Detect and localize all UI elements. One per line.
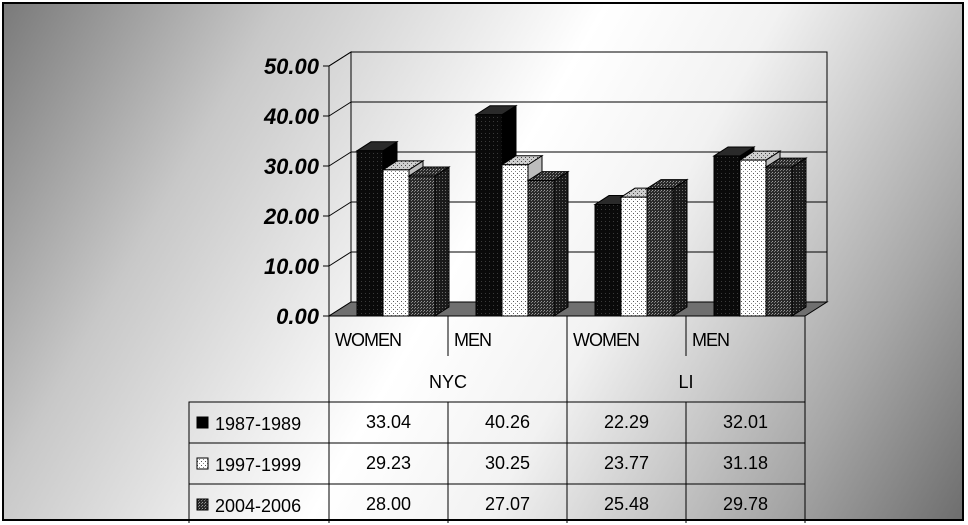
series-label: 2004-2006: [215, 496, 301, 516]
bar-side: [435, 167, 449, 316]
category-label: MEN: [454, 330, 491, 350]
bar-side: [554, 172, 568, 316]
series-label: 1997-1999: [215, 455, 301, 475]
gridline-side: [329, 152, 351, 166]
bar-front: [740, 160, 766, 316]
legend-swatch: [197, 417, 208, 428]
bar-side: [673, 180, 687, 316]
bar-front: [357, 151, 383, 316]
bar-front: [476, 115, 502, 316]
bar-front: [409, 176, 435, 316]
group-label: NYC: [429, 372, 467, 392]
y-tick-label: 20.00: [263, 204, 320, 229]
y-tick-label: 0.00: [276, 304, 320, 329]
gridline-side: [329, 102, 351, 116]
table-cell: 27.07: [485, 494, 530, 514]
bar-2004-2006-women: [409, 167, 449, 316]
bar-2004-2006-women: [647, 180, 687, 316]
bar-front: [766, 167, 792, 316]
bar-front: [647, 189, 673, 316]
gridline-side: [329, 202, 351, 216]
legend-swatch: [197, 499, 208, 510]
table-cell: 23.77: [604, 453, 649, 473]
category-label: WOMEN: [335, 330, 401, 350]
legend-swatch: [197, 458, 208, 469]
series-label: 1987-1989: [215, 414, 301, 434]
bar-front: [595, 205, 621, 316]
bar-front: [502, 165, 528, 316]
bar-front: [714, 156, 740, 316]
bar-front: [528, 181, 554, 316]
side-wall: [329, 52, 351, 316]
table-cell: 28.00: [366, 494, 411, 514]
gridline-side: [329, 52, 351, 66]
bar-2004-2006-men: [766, 158, 806, 316]
table-cell: 40.26: [485, 412, 530, 432]
table-cell: 30.25: [485, 453, 530, 473]
bar-side: [792, 158, 806, 316]
bar-front: [383, 170, 409, 316]
table-cell: 29.78: [723, 494, 768, 514]
plot-area: 0.00 10.00 20.00 30.00 40.00 50.00: [263, 52, 827, 329]
bar-front: [621, 197, 647, 316]
y-tick-label: 30.00: [264, 154, 320, 179]
group-label: LI: [678, 372, 693, 392]
bar-2004-2006-men: [528, 172, 568, 316]
table-cell: 25.48: [604, 494, 649, 514]
y-tick-label: 10.00: [264, 254, 320, 279]
y-tick-label: 50.00: [264, 54, 320, 79]
data-table: WOMEN MEN WOMEN MEN NYC LI 1987-1989 33.04 40.26…: [189, 316, 805, 523]
table-cell: 29.23: [366, 453, 411, 473]
gridline-side: [329, 252, 351, 266]
category-label: WOMEN: [573, 330, 639, 350]
table-cell: 31.18: [723, 453, 768, 473]
table-cell: 33.04: [366, 412, 411, 432]
table-cell: 32.01: [723, 412, 768, 432]
table-cell: 22.29: [604, 412, 649, 432]
category-label: MEN: [692, 330, 729, 350]
y-tick-label: 40.00: [263, 104, 320, 129]
